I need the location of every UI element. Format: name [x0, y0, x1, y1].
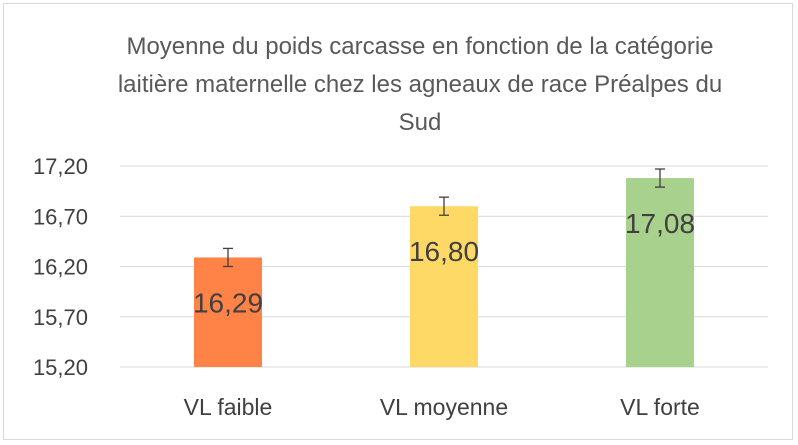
bar — [194, 257, 262, 367]
y-tick-label: 16,70 — [33, 204, 88, 229]
error-bar — [439, 196, 449, 216]
y-tick-label: 16,20 — [33, 255, 88, 280]
data-label: 16,29 — [193, 287, 263, 318]
bar — [410, 206, 478, 367]
y-tick-label: 17,20 — [33, 154, 88, 179]
chart-title: Moyenne du poids carcasse en fonction de… — [117, 33, 723, 136]
y-tick-label: 15,20 — [33, 355, 88, 380]
error-bar — [223, 247, 233, 268]
y-tick-label: 15,70 — [33, 305, 88, 330]
data-label: 16,80 — [409, 236, 479, 267]
category-label: VL faible — [184, 394, 273, 420]
data-label: 17,08 — [625, 208, 695, 239]
bar — [626, 178, 694, 367]
category-label: VL forte — [620, 394, 700, 420]
category-label: VL moyenne — [380, 394, 508, 420]
error-bar — [655, 168, 665, 188]
